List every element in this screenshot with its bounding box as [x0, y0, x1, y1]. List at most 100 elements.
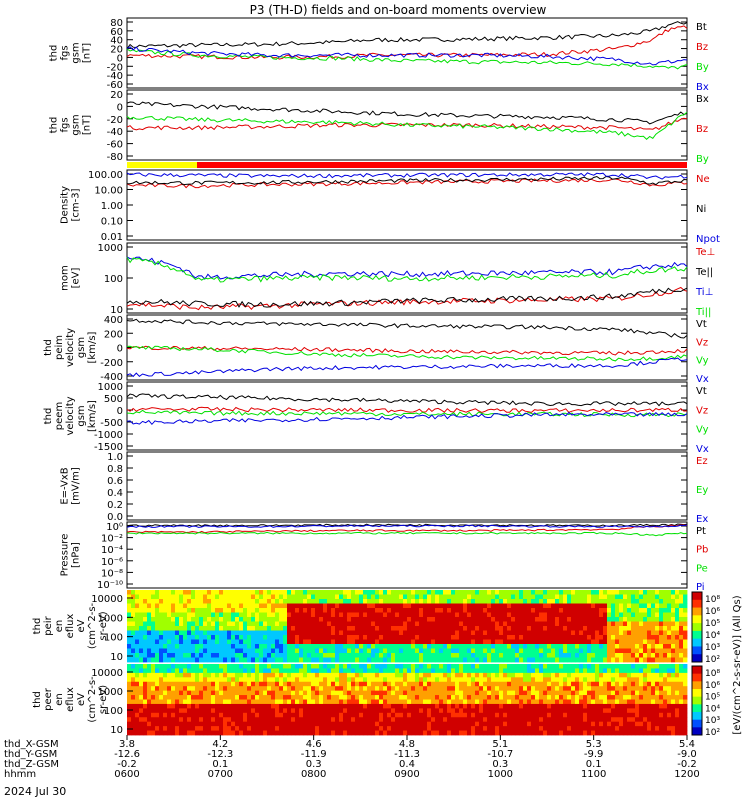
spectrogram-cell — [223, 644, 228, 649]
spectrogram-cell — [571, 672, 576, 678]
spectrogram-cell — [663, 664, 668, 669]
spectrogram-cell — [515, 708, 520, 714]
spectrogram-cell — [443, 726, 448, 731]
spectrogram-cell — [591, 621, 596, 627]
spectrogram-cell — [243, 599, 248, 604]
spectrogram-cell — [203, 653, 208, 658]
spectrogram-cell — [295, 648, 300, 654]
spectrogram-cell — [383, 590, 388, 595]
spectrogram-cell — [583, 712, 588, 718]
spectrogram-cell — [367, 639, 372, 645]
spectrogram-cell — [315, 621, 320, 627]
spectrogram-cell — [179, 626, 184, 631]
spectrogram-cell — [139, 617, 144, 622]
spectrogram-cell — [571, 664, 576, 669]
spectrogram-cell — [483, 708, 488, 714]
spectrogram-cell — [147, 653, 152, 658]
spectrogram-cell — [503, 590, 508, 595]
spectrogram-cell — [539, 703, 544, 709]
spectrogram-cell — [487, 599, 492, 604]
spectrogram-cell — [527, 653, 532, 658]
spectrogram-cell — [191, 599, 196, 604]
spectrogram-cell — [679, 726, 684, 731]
spectrogram-cell — [143, 708, 148, 714]
spectrogram-cell — [483, 712, 488, 718]
spectrogram-cell — [591, 690, 596, 696]
spectrogram-cell — [299, 612, 304, 618]
spectrogram-cell — [139, 626, 144, 631]
spectrogram-cell — [555, 630, 560, 636]
ylabel-line: (cm^2-s- — [87, 602, 98, 649]
legend-Pb: Pb — [696, 545, 708, 556]
ylabel: thd fgs gsm [nT] — [49, 42, 93, 63]
spectrogram-cell — [343, 648, 348, 654]
spectrogram-cell — [435, 599, 440, 604]
spectrogram-cell — [175, 594, 180, 600]
spectrogram-cell — [307, 717, 312, 723]
spectrogram-cell — [151, 626, 156, 631]
spectrogram-cell — [179, 672, 184, 678]
spectrogram-cell — [639, 708, 644, 714]
xaxis-row-label: thd_X-GSM — [4, 739, 59, 750]
spectrogram-cell — [583, 717, 588, 723]
spectrogram-cell — [135, 626, 140, 631]
spectrogram-cell — [679, 639, 684, 645]
spectrogram-cell — [639, 695, 644, 700]
spectrogram-cell — [279, 639, 284, 645]
spectrogram-cell — [535, 608, 540, 613]
spectrogram-cell — [307, 677, 312, 683]
spectrogram-cell — [655, 668, 660, 674]
spectrogram-cell — [491, 653, 496, 658]
spectrogram-cell — [623, 608, 628, 613]
spectrogram-cell — [379, 672, 384, 678]
spectrogram-cell — [591, 708, 596, 714]
spectrogram-cell — [131, 712, 136, 718]
spectrogram-cell — [259, 653, 264, 658]
spectrogram-cell — [231, 668, 236, 674]
spectrogram-cell — [251, 726, 256, 731]
spectrogram-cell — [127, 708, 132, 714]
spectrogram-cell — [271, 703, 276, 709]
spectrogram-cell — [551, 617, 556, 622]
spectrogram-cell — [487, 630, 492, 636]
spectrogram-cell — [319, 621, 324, 627]
spectrogram-cell — [191, 608, 196, 613]
spectrogram-cell — [499, 686, 504, 692]
spectrogram-cell — [459, 677, 464, 683]
spectrogram-cell — [351, 639, 356, 645]
spectrogram-cell — [267, 712, 272, 718]
spectrogram-cell — [355, 635, 360, 640]
spectrogram-cell — [247, 648, 252, 654]
spectrogram-cell — [303, 717, 308, 723]
spectrogram-cell — [543, 612, 548, 618]
spectrogram-cell — [139, 668, 144, 674]
spectrogram-cell — [311, 712, 316, 718]
spectrogram-cell — [615, 681, 620, 687]
spectrogram-cell — [375, 635, 380, 640]
spectrogram-cell — [391, 653, 396, 658]
spectrogram-cell — [499, 653, 504, 658]
spectrogram-cell — [543, 653, 548, 658]
spectrogram-cell — [251, 721, 256, 727]
spectrogram-cell — [127, 677, 132, 683]
spectrogram-cell — [531, 726, 536, 731]
spectrogram-cell — [383, 726, 388, 731]
spectrogram-cell — [179, 639, 184, 645]
spectrogram-cell — [587, 690, 592, 696]
spectrogram-cell — [271, 644, 276, 649]
spectrogram-cell — [507, 672, 512, 678]
spectrogram-cell — [671, 630, 676, 636]
spectrogram-cell — [643, 612, 648, 618]
spectrogram-cell — [275, 664, 280, 669]
spectrogram-cell — [395, 621, 400, 627]
spectrogram-cell — [487, 668, 492, 674]
spectrogram-cell — [279, 644, 284, 649]
spectrogram-cell — [507, 726, 512, 731]
spectrogram-cell — [195, 690, 200, 696]
spectrogram-cell — [219, 668, 224, 674]
spectrogram-cell — [499, 590, 504, 595]
spectrogram-cell — [395, 635, 400, 640]
spectrogram-cell — [295, 717, 300, 723]
spectrogram-cell — [419, 672, 424, 678]
